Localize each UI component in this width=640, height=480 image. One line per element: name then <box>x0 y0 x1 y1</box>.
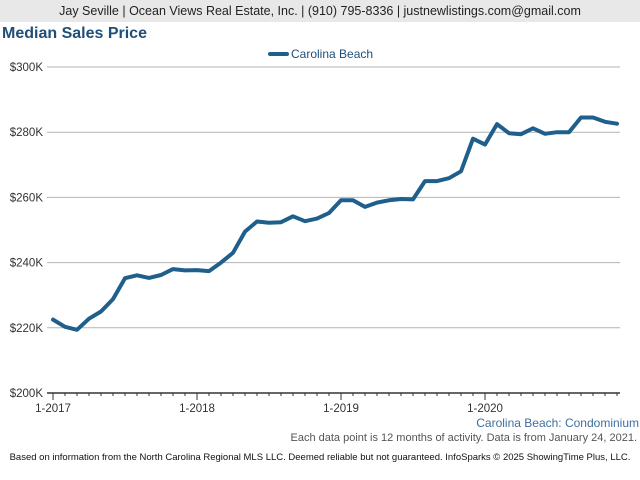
series-lines <box>51 115 619 332</box>
legend: Carolina Beach <box>268 47 373 61</box>
chart-note: Each data point is 12 months of activity… <box>290 432 637 444</box>
legend-label: Carolina Beach <box>291 47 373 61</box>
x-tick-label: 1-2019 <box>323 403 359 415</box>
footer-disclaimer: Based on information from the North Caro… <box>9 452 631 463</box>
grid-lines <box>47 66 620 329</box>
y-tick-label: $300K <box>10 62 44 74</box>
header-bar: Jay Seville | Ocean Views Real Estate, I… <box>0 0 640 22</box>
chart-title: Median Sales Price <box>2 25 147 42</box>
y-tick-label: $260K <box>10 192 44 204</box>
x-axis-ticks: 1-2017 1-2018 1-2019 1-2020 <box>35 403 503 415</box>
y-tick-label: $240K <box>10 258 44 270</box>
y-tick-label: $220K <box>10 323 44 335</box>
axes <box>47 392 620 400</box>
agent-contact-line: Jay Seville | Ocean Views Real Estate, I… <box>59 4 581 18</box>
y-axis-ticks: $200K $220K $240K $260K $280K $300K <box>10 62 44 400</box>
y-tick-label: $280K <box>10 127 44 139</box>
series-line <box>51 115 619 332</box>
x-tick-label: 1-2020 <box>467 403 503 415</box>
chart-subtitle: Carolina Beach: Condominium <box>476 416 639 430</box>
y-tick-label: $200K <box>10 388 44 400</box>
x-tick-label: 1-2018 <box>179 403 215 415</box>
x-tick-label: 1-2017 <box>35 403 71 415</box>
